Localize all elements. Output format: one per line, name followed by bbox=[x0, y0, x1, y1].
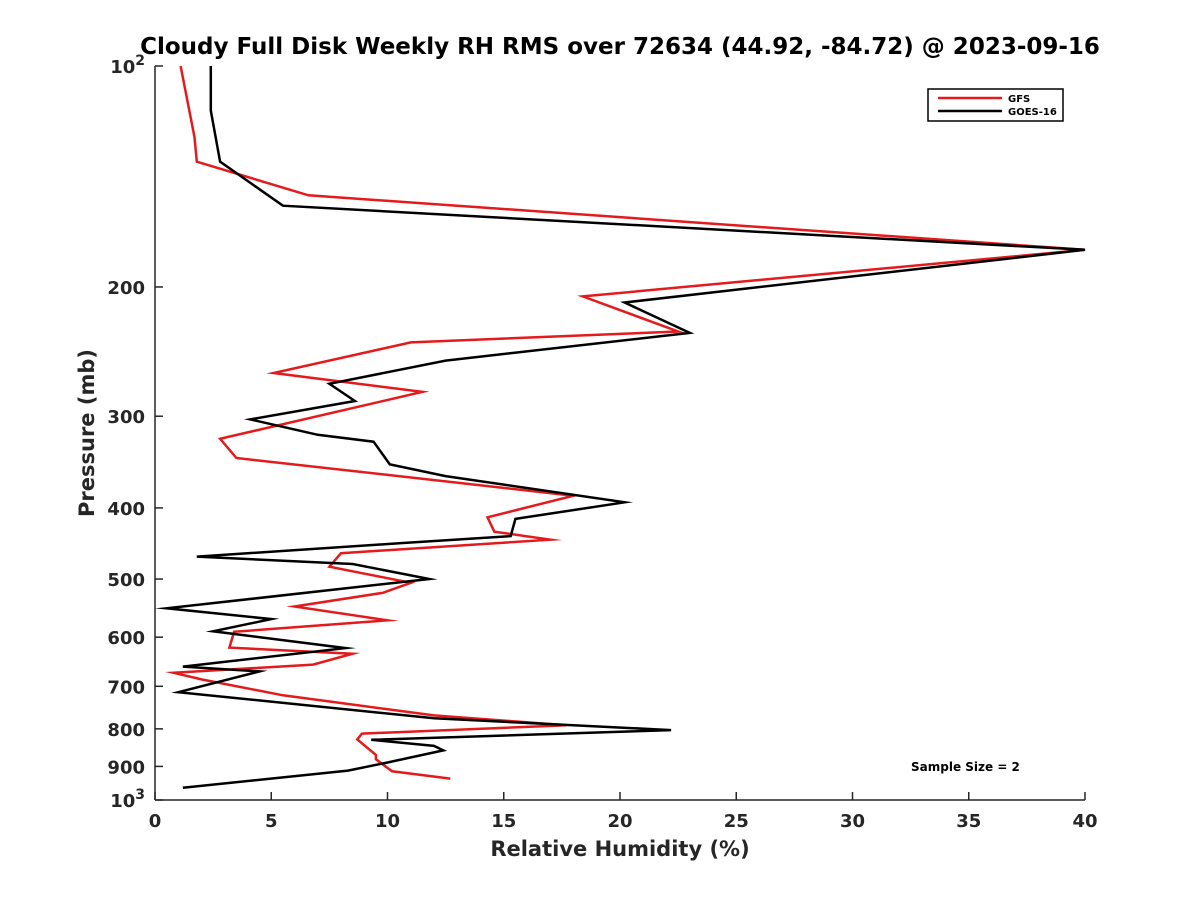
legend: GFS GOES-16 bbox=[927, 88, 1064, 122]
y-tick-label: 900 bbox=[107, 757, 145, 778]
x-tick-label: 15 bbox=[491, 811, 516, 832]
y-tick-label: 102 bbox=[110, 53, 145, 78]
x-tick-label: 5 bbox=[265, 811, 278, 832]
x-ticks: 0 5 10 15 20 25 30 35 40 bbox=[149, 792, 1098, 832]
x-tick-label: 40 bbox=[1072, 811, 1097, 832]
series-line-goes16 bbox=[154, 66, 1086, 789]
y-axis-label: Pressure (mb) bbox=[75, 349, 99, 517]
x-tick-label: 10 bbox=[375, 811, 400, 832]
x-tick-label: 0 bbox=[149, 811, 162, 832]
x-tick-label: 35 bbox=[956, 811, 981, 832]
y-tick-label: 300 bbox=[107, 407, 145, 428]
legend-label-goes16: GOES-16 bbox=[1008, 107, 1057, 118]
series-line-gfs bbox=[165, 65, 1086, 780]
x-axis-label: Relative Humidity (%) bbox=[490, 837, 749, 861]
y-tick-label: 800 bbox=[107, 720, 145, 741]
y-tick-label: 700 bbox=[107, 677, 145, 698]
y-ticks: 102 200 300 400 500 600 700 800 900 103 bbox=[107, 53, 163, 812]
sample-size-annotation: Sample Size = 2 bbox=[911, 760, 1020, 774]
x-tick-label: 25 bbox=[724, 811, 749, 832]
series-layer bbox=[154, 65, 1086, 789]
x-tick-label: 30 bbox=[840, 811, 865, 832]
chart-title: Cloudy Full Disk Weekly RH RMS over 7263… bbox=[140, 34, 1100, 60]
legend-box bbox=[927, 88, 1064, 122]
legend-label-gfs: GFS bbox=[1008, 94, 1030, 105]
y-tick-label: 103 bbox=[110, 787, 145, 812]
y-tick-label: 400 bbox=[107, 499, 145, 520]
y-tick-label: 500 bbox=[107, 570, 145, 591]
y-tick-label: 200 bbox=[107, 278, 145, 299]
y-tick-label: 600 bbox=[107, 628, 145, 649]
x-tick-label: 20 bbox=[607, 811, 632, 832]
